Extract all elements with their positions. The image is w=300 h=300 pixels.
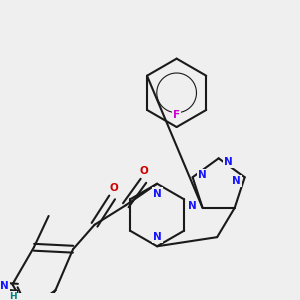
Text: N: N [0, 281, 9, 291]
Text: N: N [232, 176, 241, 186]
Text: N: N [224, 157, 233, 167]
Text: N: N [198, 170, 207, 180]
Text: N: N [153, 188, 161, 199]
Text: N: N [153, 232, 161, 242]
Text: H: H [9, 292, 16, 300]
Text: O: O [110, 183, 118, 193]
Text: N: N [188, 201, 197, 211]
Text: F: F [173, 110, 180, 120]
Text: O: O [139, 166, 148, 176]
